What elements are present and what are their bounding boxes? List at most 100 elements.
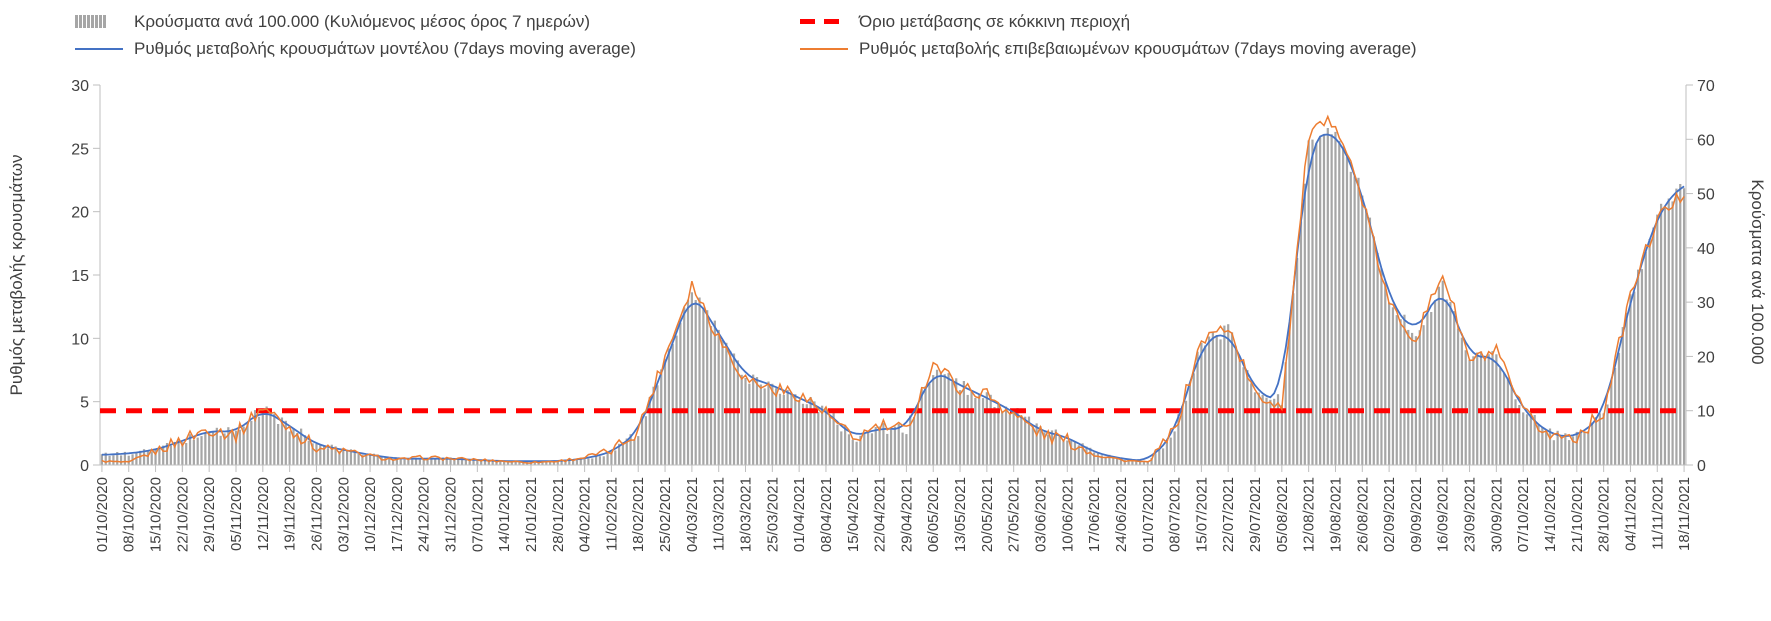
bar <box>338 451 341 465</box>
bar <box>759 384 762 465</box>
bar <box>1587 431 1590 465</box>
bar <box>1537 424 1540 465</box>
bar <box>1345 157 1349 465</box>
bar <box>1135 459 1138 465</box>
bar <box>1131 459 1134 465</box>
bar <box>1522 412 1525 465</box>
bar <box>1556 430 1559 465</box>
x-tick-label: 02/09/2021 <box>1381 477 1398 552</box>
bar <box>154 448 157 465</box>
bar <box>958 390 962 465</box>
bar <box>763 388 766 465</box>
bar <box>1468 360 1471 465</box>
x-tick-label: 18/02/2021 <box>630 477 647 552</box>
bar <box>686 299 690 465</box>
bar <box>1533 415 1536 465</box>
bar <box>468 460 471 465</box>
bar <box>556 460 559 465</box>
bar <box>951 381 954 465</box>
bar <box>985 392 988 465</box>
x-tick-label: 12/08/2021 <box>1301 477 1318 552</box>
bar <box>234 430 238 465</box>
legend-item-cases-bars: Κρούσματα ανά 100.000 (Κυλιόμενος μέσος … <box>75 12 800 32</box>
bar <box>594 455 598 465</box>
model-line <box>101 133 1685 463</box>
bar <box>541 461 544 465</box>
bar <box>981 398 985 465</box>
bar <box>1679 184 1682 465</box>
x-tick-label: 18/03/2021 <box>738 477 755 552</box>
bar <box>633 439 636 465</box>
bar <box>863 432 866 465</box>
bar <box>261 412 264 465</box>
bar <box>200 436 203 465</box>
bar <box>598 456 602 465</box>
legend-label-threshold: Όριο μετάβασης σε κόκκινη περιοχή <box>859 11 1131 31</box>
x-tick-label: 26/08/2021 <box>1354 477 1371 552</box>
bar <box>1001 411 1004 465</box>
bar <box>1365 209 1368 465</box>
x-tick-label: 08/10/2020 <box>121 477 138 552</box>
x-tick-label: 29/04/2021 <box>898 477 915 552</box>
bar <box>480 459 483 465</box>
bar <box>330 444 333 465</box>
bar <box>778 393 782 465</box>
bar <box>273 414 276 465</box>
bar <box>376 454 379 465</box>
bar <box>905 434 908 465</box>
bar <box>1384 282 1387 465</box>
x-tick-label: 03/06/2021 <box>1032 477 1049 552</box>
bar <box>717 329 720 465</box>
bar <box>1682 188 1686 465</box>
right-y-tick-label: 20 <box>1697 349 1715 366</box>
right-y-tick-label: 60 <box>1697 132 1715 149</box>
bar <box>1230 332 1234 465</box>
bar <box>388 457 391 465</box>
bar <box>801 403 805 465</box>
bar <box>947 373 950 465</box>
bar <box>1399 319 1402 465</box>
bar <box>414 459 418 465</box>
bar <box>1027 416 1031 465</box>
bar <box>1257 392 1260 465</box>
bar <box>572 459 575 465</box>
bar <box>909 415 912 465</box>
bar <box>311 443 314 465</box>
bar <box>675 335 678 465</box>
bar <box>1047 434 1050 465</box>
bar <box>702 307 705 465</box>
bar <box>510 461 513 465</box>
x-tick-label: 24/06/2021 <box>1113 477 1130 552</box>
bar <box>441 457 444 465</box>
bar <box>970 390 973 465</box>
bar <box>1449 302 1452 465</box>
x-tick-label: 06/05/2021 <box>925 477 942 552</box>
bar <box>1307 140 1310 465</box>
bar <box>729 350 732 465</box>
bar <box>1476 352 1479 465</box>
legend-label-model-line: Ρυθμός μεταβολής κρουσμάτων μοντέλου (7d… <box>134 38 636 58</box>
bar <box>1552 440 1555 465</box>
bar <box>713 320 716 465</box>
bar <box>709 326 713 465</box>
bar <box>1142 460 1146 465</box>
bar <box>1403 314 1406 465</box>
bar <box>1560 437 1563 465</box>
bar <box>1491 351 1494 465</box>
bar <box>1016 408 1019 465</box>
bar <box>1284 362 1287 465</box>
bar <box>579 457 582 465</box>
bar <box>449 457 452 465</box>
bar <box>828 415 831 465</box>
bar <box>920 389 923 465</box>
bar <box>173 441 176 465</box>
bar <box>1207 336 1211 465</box>
bar <box>139 450 142 465</box>
bar <box>1464 350 1467 465</box>
left-y-tick-label: 25 <box>71 141 89 158</box>
bar <box>1479 351 1483 465</box>
bar <box>1472 356 1475 465</box>
bar <box>725 342 728 465</box>
bar <box>1529 413 1532 465</box>
bar <box>932 375 935 465</box>
